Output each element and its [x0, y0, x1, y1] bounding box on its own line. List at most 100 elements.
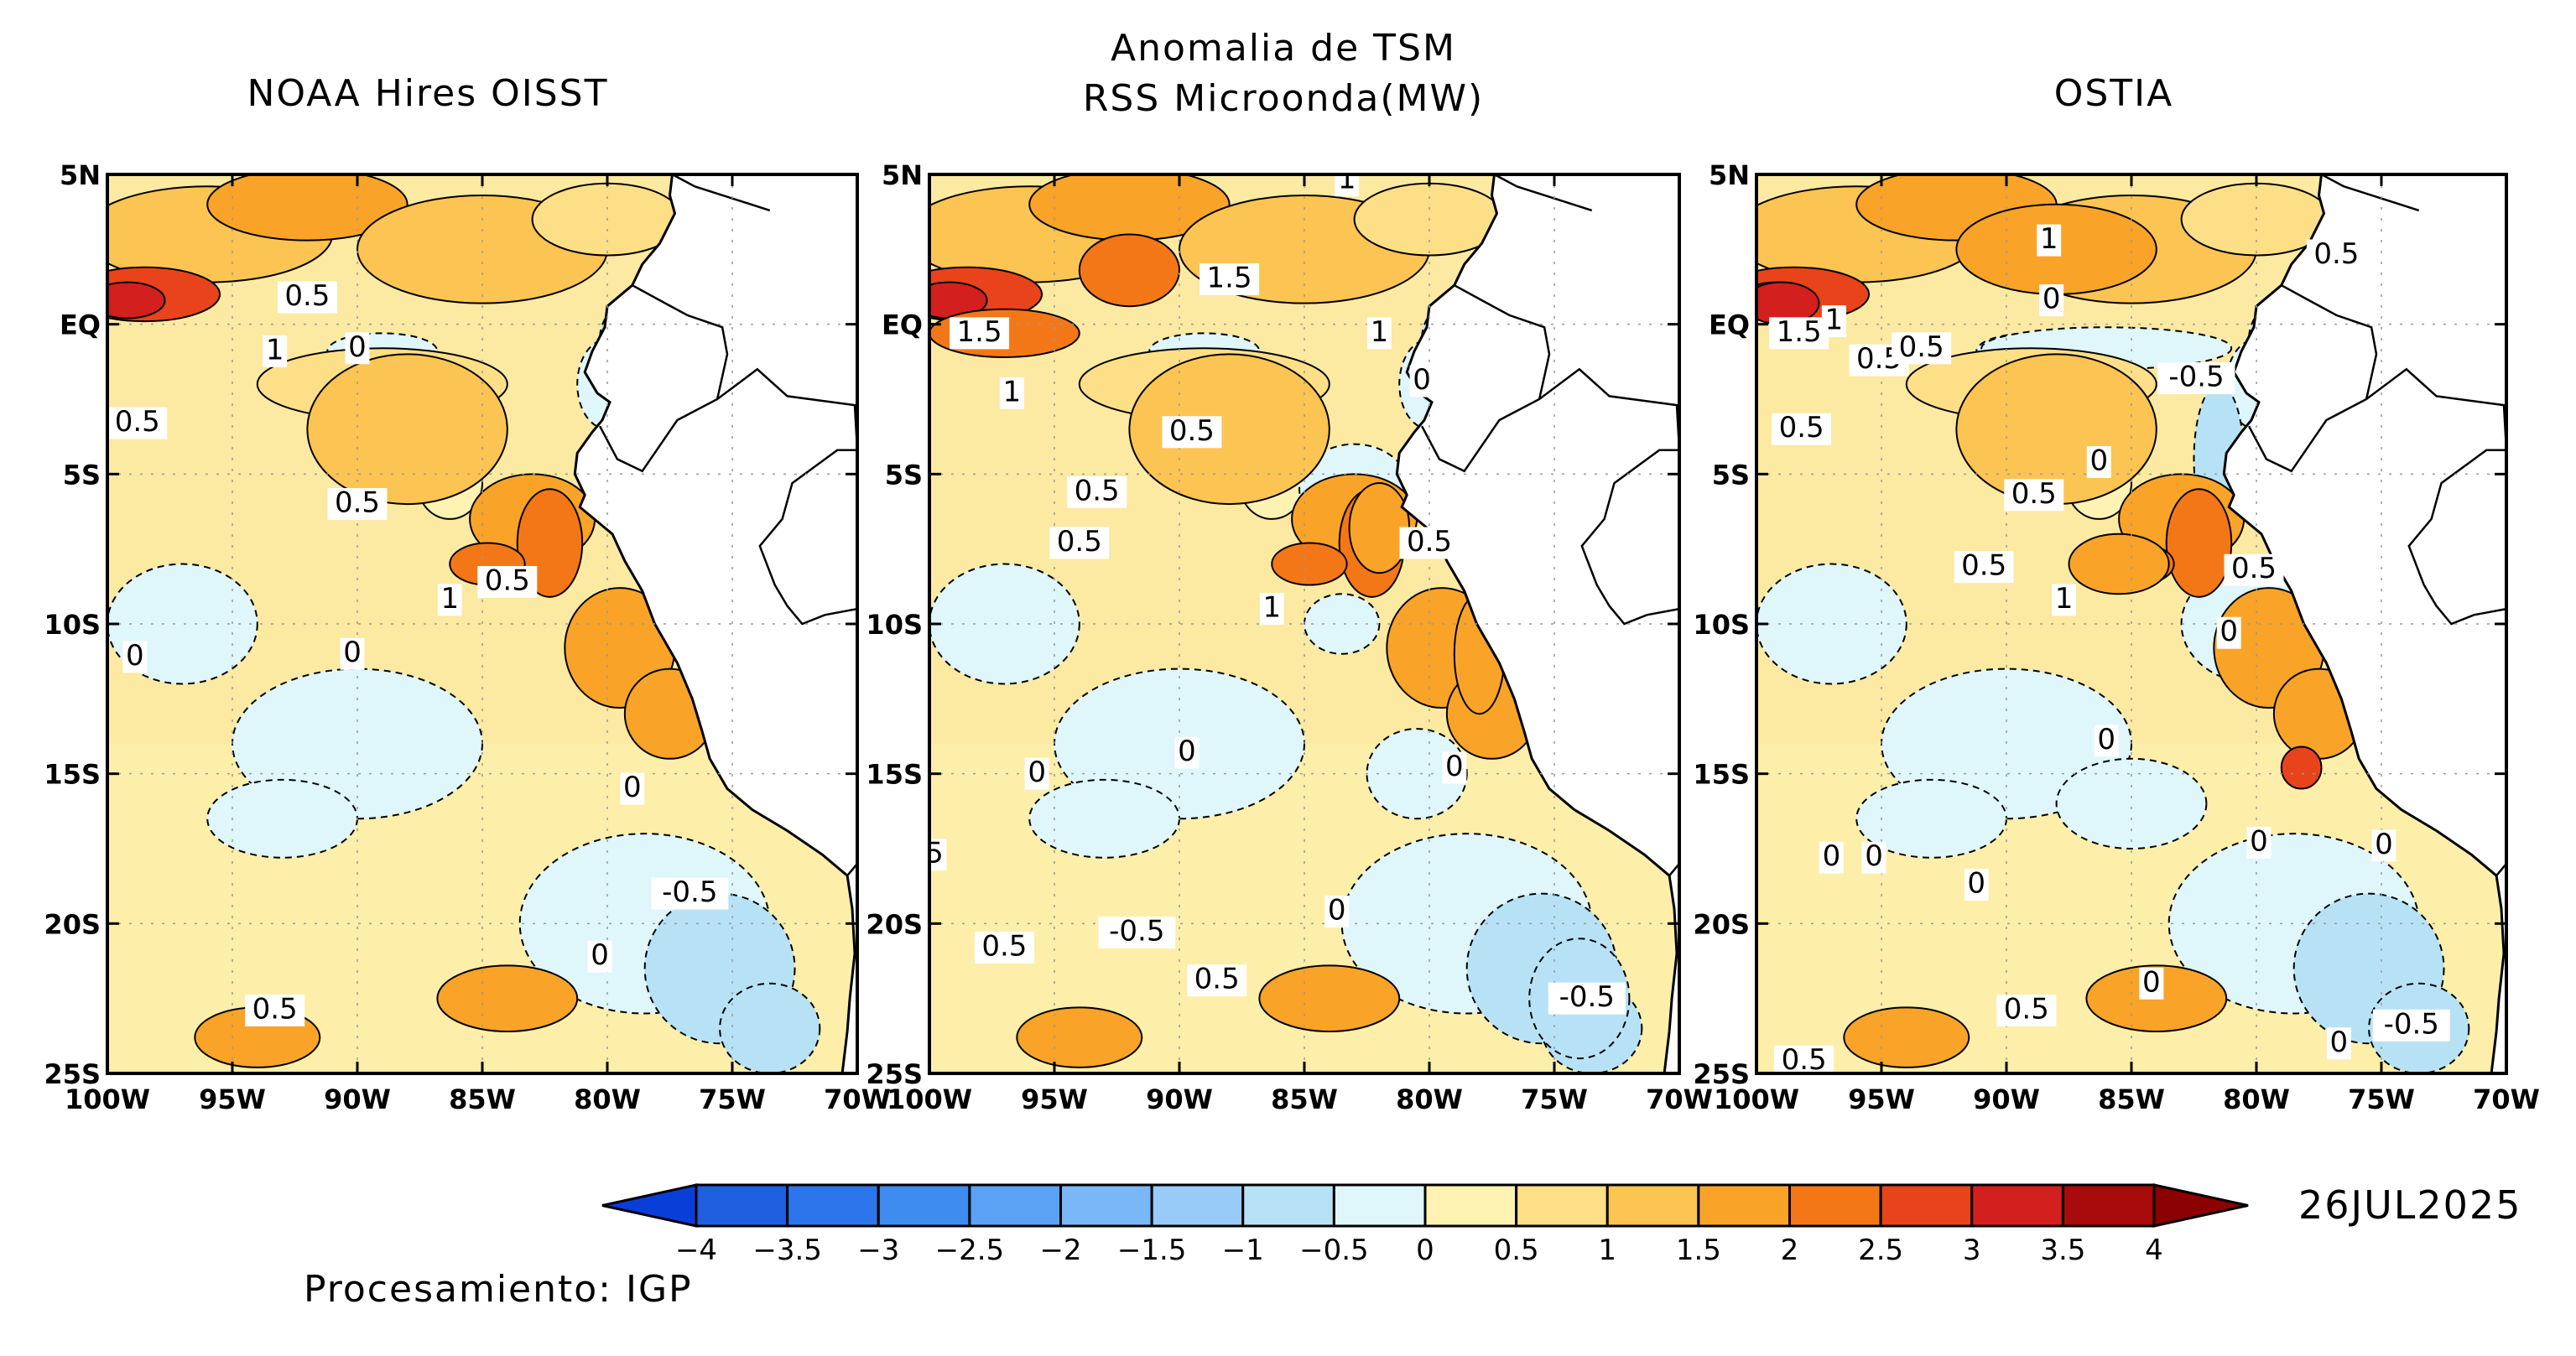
contour-label: 1.5	[1207, 262, 1252, 295]
warm-anomaly-patch	[1128, 353, 1330, 506]
contour-label: 0.5	[2004, 992, 2049, 1026]
date-label: 26JUL2025	[2298, 1182, 2522, 1228]
cool-anomaly-patch	[1366, 728, 1468, 820]
contour-label: 0	[1328, 894, 1346, 927]
lat-tick-label: 5S	[1712, 459, 1750, 491]
colorbar-label: 1.5	[1676, 1234, 1721, 1267]
main-title: Anomalia de TSM RSS Microonda(MW)	[965, 23, 1602, 124]
colorbar-swatch	[968, 1183, 1062, 1228]
lon-tick-label: 75W	[2348, 1083, 2415, 1115]
colorbar-label: −4	[675, 1234, 717, 1267]
contour-label: 1	[2055, 582, 2074, 616]
contour-label: 1	[2040, 222, 2058, 256]
colorbar-swatch	[1241, 1183, 1335, 1228]
cool-anomaly-patch	[2055, 757, 2208, 850]
contour-label: 0	[2142, 965, 2161, 999]
colorbar-swatch	[1332, 1183, 1427, 1228]
colorbar-swatch	[1879, 1183, 1974, 1228]
colorbar-label: −3	[857, 1234, 899, 1267]
colorbar-swatch	[2061, 1183, 2156, 1228]
lat-tick-label: EQ	[1709, 309, 1750, 341]
main-title-line-1: Anomalia de TSM	[1111, 27, 1456, 70]
contour-label: -0.5	[1109, 915, 1164, 948]
colorbar-swatch	[1423, 1183, 1518, 1228]
contour-label: 0	[348, 330, 367, 364]
contour-label: 1	[440, 582, 459, 616]
contour-label: 0.5	[115, 405, 160, 439]
warm-anomaly-patch	[1016, 1006, 1143, 1068]
lat-tick-label: 10S	[44, 609, 101, 641]
country-border	[1454, 284, 1551, 400]
colorbar-label: −3.5	[752, 1234, 822, 1267]
contour-label: 0	[623, 771, 642, 804]
contour-label: 1	[1262, 591, 1281, 625]
warm-anomaly-patch	[436, 964, 579, 1032]
warm-anomaly-patch	[306, 353, 508, 506]
contour-label: 0	[2043, 283, 2061, 316]
lat-tick-label: 5S	[63, 459, 101, 491]
contour-label: 0.5	[1169, 414, 1215, 448]
lon-tick-label: 90W	[1146, 1083, 1213, 1115]
colorbar-label: 0	[1416, 1234, 1434, 1267]
country-border	[1493, 174, 1593, 212]
panel-title-oisst: NOAA Hires OISST	[247, 72, 609, 115]
lon-tick-label: 95W	[1848, 1083, 1915, 1115]
lat-tick-label: 5S	[885, 459, 923, 491]
contour-label: 1	[1371, 315, 1389, 349]
contour-label: 0	[1865, 839, 1883, 873]
country-border	[1668, 861, 1679, 876]
colorbar-label: −1	[1222, 1234, 1264, 1267]
colorbar-swatch	[1150, 1183, 1245, 1228]
colorbar-label: −2	[1039, 1234, 1081, 1267]
contour-label: 0.5	[981, 929, 1027, 963]
contour-label: -0.5	[662, 875, 717, 909]
contour-label: 0.5	[1194, 963, 1240, 996]
contour-label: 5	[925, 837, 944, 870]
contour-label: 0.5	[2313, 237, 2359, 271]
contour-label: 0	[2375, 828, 2393, 861]
colorbar-label: 3	[1963, 1234, 1981, 1267]
lon-tick-label: 100W	[887, 1083, 972, 1115]
lat-tick-label: 20S	[44, 908, 101, 940]
lon-tick-label: 85W	[449, 1083, 516, 1115]
lon-tick-label: 100W	[65, 1083, 150, 1115]
lon-tick-label: 90W	[324, 1083, 391, 1115]
contour-label: -0.5	[2168, 360, 2224, 393]
colorbar-label: 0.5	[1494, 1234, 1539, 1267]
land-mask	[1395, 174, 1679, 1073]
contour-label: 1	[266, 333, 284, 366]
colorbar-swatch	[1697, 1183, 1791, 1228]
contour-label: 0	[2250, 824, 2268, 858]
lat-tick-label: 20S	[1693, 908, 1750, 940]
lat-tick-label: 5N	[882, 159, 923, 191]
lon-tick-label: 70W	[824, 1083, 891, 1115]
contour-label: 1	[1338, 163, 1356, 196]
warm-anomaly-patch	[1843, 1006, 1970, 1068]
warm-anomaly-patch	[1258, 964, 1401, 1032]
contour-label: 0	[1413, 363, 1431, 397]
country-border	[2281, 284, 2378, 400]
contour-label: 0	[343, 636, 362, 669]
processing-credit: Procesamiento: IGP	[304, 1268, 693, 1311]
lon-tick-label: 95W	[199, 1083, 266, 1115]
contour-label: 0	[2330, 1026, 2349, 1059]
colorbar-swatch	[1515, 1183, 1609, 1228]
lon-tick-label: 75W	[699, 1083, 766, 1115]
colorbar-swatch	[1605, 1183, 1700, 1228]
country-border	[2495, 861, 2506, 876]
colorbar-swatch	[1059, 1183, 1153, 1228]
lat-tick-label: 10S	[1693, 609, 1750, 641]
contour-label: -0.5	[2384, 1007, 2439, 1041]
cool-anomaly-patch	[1756, 563, 1907, 685]
colorbar-label: −2.5	[935, 1234, 1005, 1267]
contour-label: 0	[591, 938, 609, 972]
colorbar-label: 2	[1781, 1234, 1799, 1267]
colorbar-label: −0.5	[1299, 1234, 1369, 1267]
lat-tick-label: 20S	[866, 908, 923, 940]
contour-label: 0.5	[284, 279, 330, 313]
colorbar-swatch	[877, 1183, 971, 1228]
lon-tick-label: 80W	[1396, 1083, 1463, 1115]
